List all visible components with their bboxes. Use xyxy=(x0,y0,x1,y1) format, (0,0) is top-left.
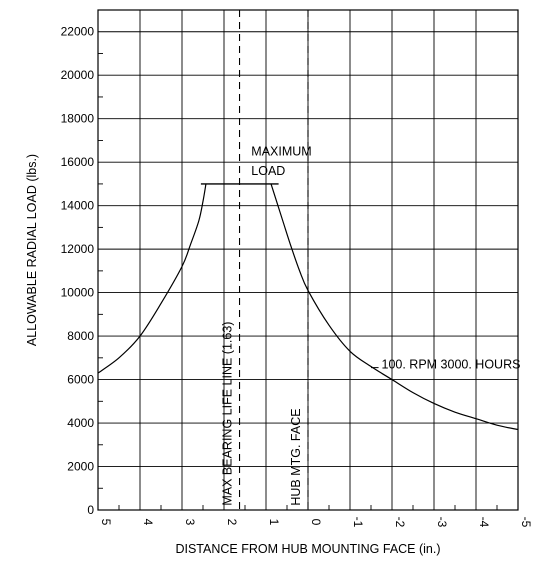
x-tick-label: 3 xyxy=(183,519,197,526)
x-tick-label: 4 xyxy=(141,519,155,526)
curve-right-branch xyxy=(270,183,519,431)
x-axis-title: DISTANCE FROM HUB MOUNTING FACE (in.) xyxy=(175,542,440,556)
y-tick-labels: 0 2000 4000 6000 8000 10000 12000 14000 16000 180… xyxy=(61,25,95,517)
x-tick-label: 1 xyxy=(267,519,281,526)
max-load-label-line1: MAXIMUM xyxy=(251,145,311,159)
annotations: MAXIMUM LOAD MAX BEARING LIFE LINE (1.63… xyxy=(221,145,521,506)
y-tick-label: 22000 xyxy=(61,25,95,39)
y-tick-label: 4000 xyxy=(67,416,94,430)
curve-left-branch xyxy=(97,183,207,374)
load-curve xyxy=(97,183,519,431)
y-tick-label: 20000 xyxy=(61,68,95,82)
y-tick-label: 2000 xyxy=(67,460,94,474)
x-tick-label: 5 xyxy=(99,519,113,526)
x-tick-label: 0 xyxy=(309,519,323,526)
x-tick-label: -2 xyxy=(393,517,407,528)
y-tick-label: 0 xyxy=(87,503,94,517)
y-tick-label: 14000 xyxy=(61,199,95,213)
y-tick-label: 6000 xyxy=(67,373,94,387)
x-tick-label: -3 xyxy=(435,517,449,528)
series-label: 100. RPM 3000. HOURS xyxy=(382,358,521,372)
y-tick-label: 18000 xyxy=(61,112,95,126)
x-tick-label: 2 xyxy=(225,519,239,526)
x-tick-label: -4 xyxy=(477,517,491,528)
y-tick-label: 12000 xyxy=(61,242,95,256)
x-tick-label: -5 xyxy=(519,517,533,528)
y-axis-title: ALLOWABLE RADIAL LOAD (lbs.) xyxy=(25,154,39,346)
max-bearing-life-line-label: MAX BEARING LIFE LINE (1.63) xyxy=(221,322,235,506)
hub-mtg-face-label: HUB MTG. FACE xyxy=(289,408,303,505)
max-load-label-line2: LOAD xyxy=(251,164,285,178)
x-tick-labels: 5 4 3 2 1 0 -1 -2 -3 -4 -5 xyxy=(99,517,533,528)
y-tick-label: 16000 xyxy=(61,155,95,169)
minor-ticks xyxy=(98,53,498,510)
x-tick-label: -1 xyxy=(351,517,365,528)
y-tick-label: 8000 xyxy=(67,329,94,343)
y-tick-label: 10000 xyxy=(61,286,95,300)
